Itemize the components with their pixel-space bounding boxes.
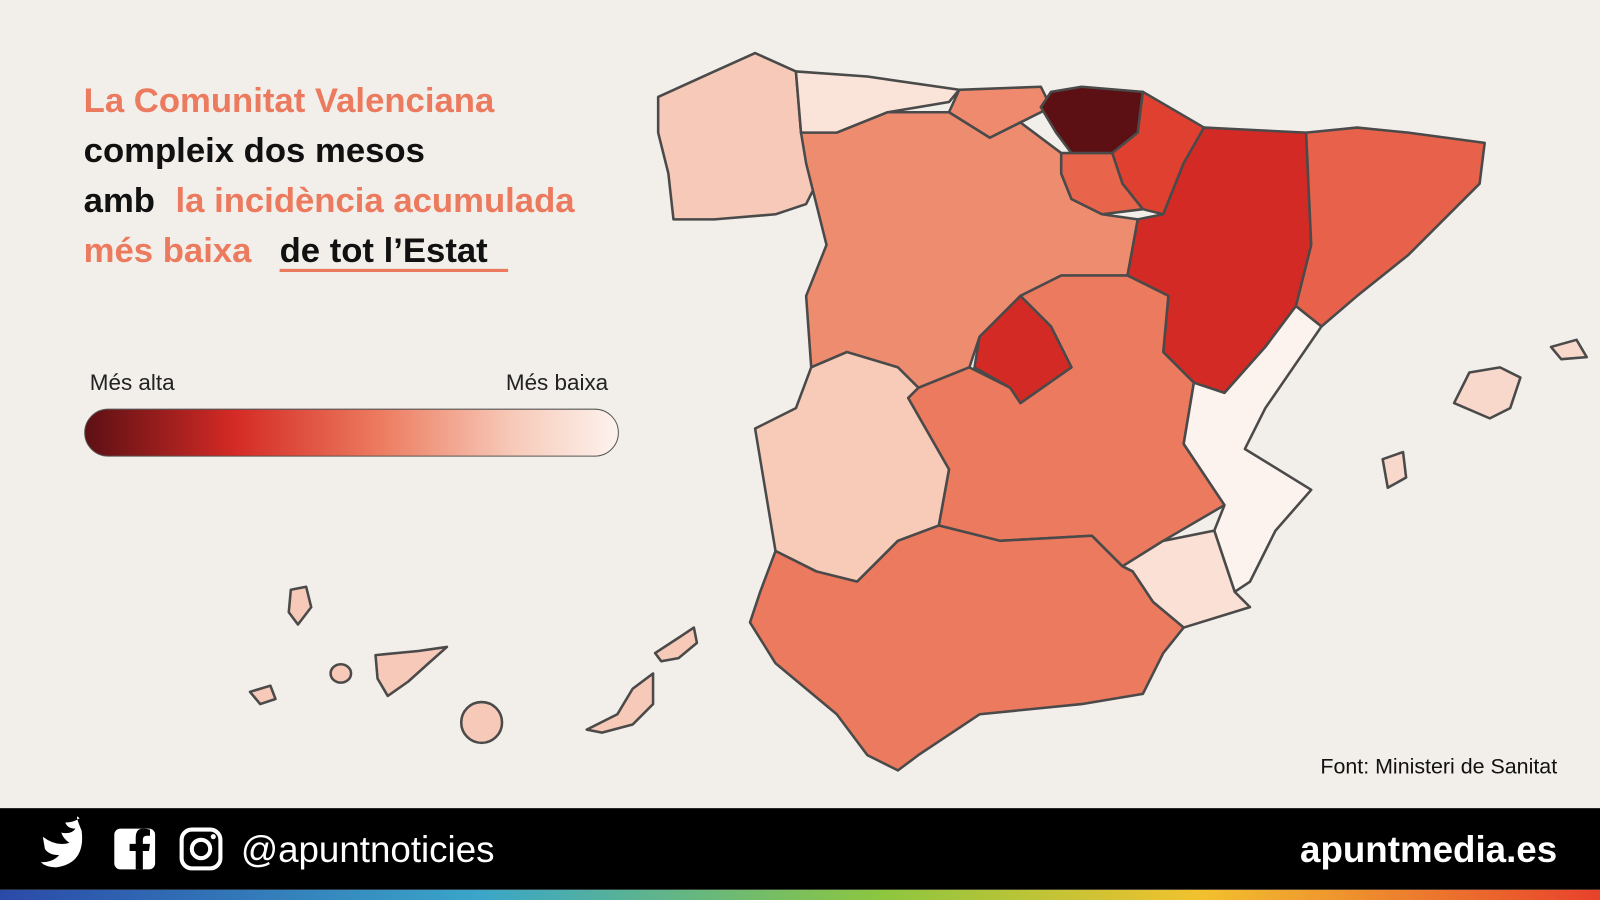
title-line: compleix dos mesos <box>84 132 425 170</box>
social-handle[interactable]: @apuntnoticies <box>241 829 495 870</box>
region <box>374 645 449 698</box>
region <box>459 700 504 745</box>
legend: Més alta Més baixa <box>84 370 619 457</box>
color-scale <box>84 408 619 457</box>
title-line: La Comunitat Valenciana <box>84 82 495 120</box>
region <box>1059 151 1145 216</box>
region <box>1452 366 1522 420</box>
map <box>248 51 1589 772</box>
footer-stripe <box>0 889 1600 900</box>
region <box>1549 338 1589 361</box>
region <box>748 524 1185 772</box>
title-part: la incidència acumulada <box>176 182 576 220</box>
legend-low: Més baixa <box>506 370 609 395</box>
instagram-icon[interactable] <box>179 827 223 871</box>
region <box>1182 304 1323 594</box>
region <box>329 663 353 684</box>
facebook-glyph <box>129 828 150 870</box>
region <box>1381 450 1408 490</box>
region <box>653 626 699 663</box>
title-part: de tot l’Estat <box>280 232 489 270</box>
region <box>1294 126 1486 328</box>
region <box>248 684 277 706</box>
title-line: amb la incidència acumulada <box>84 182 576 220</box>
region <box>585 672 655 734</box>
title: La Comunitat Valenciana compleix dos mes… <box>84 82 576 272</box>
footer-bar <box>0 808 1600 890</box>
instagram-glyph <box>189 837 213 861</box>
title-part: més baixa <box>84 232 252 270</box>
region <box>656 51 818 221</box>
site[interactable]: apuntmedia.es <box>1300 829 1557 870</box>
instagram-dot <box>210 834 216 840</box>
legend-high: Més alta <box>90 370 175 395</box>
title-part: amb <box>84 182 155 220</box>
twitter-icon[interactable] <box>40 816 83 868</box>
title-line: més baixa de tot l’Estat <box>84 232 489 270</box>
footer: @apuntnoticies apuntmedia.es <box>0 808 1600 900</box>
source: Font: Ministeri de Sanitat <box>1320 754 1557 778</box>
region <box>973 294 1073 405</box>
region <box>287 585 313 626</box>
